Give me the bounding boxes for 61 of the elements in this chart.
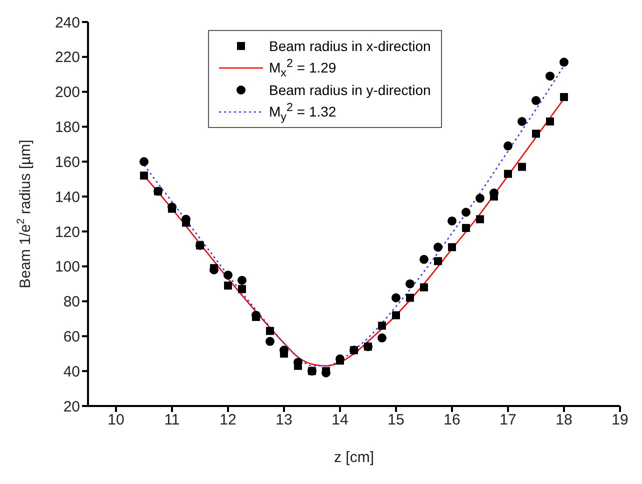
point xyxy=(518,162,526,171)
point xyxy=(224,270,232,280)
point xyxy=(434,257,442,266)
point xyxy=(420,283,428,292)
y-tick-label: 180 xyxy=(54,119,80,136)
x-tick-label: 15 xyxy=(388,412,404,429)
point xyxy=(546,117,554,126)
point xyxy=(532,96,540,106)
y-tick-label: 100 xyxy=(54,258,80,276)
point xyxy=(224,282,232,290)
point xyxy=(560,58,568,67)
x-axis-title: z [cm] xyxy=(334,449,374,466)
point xyxy=(476,194,484,203)
point xyxy=(434,242,442,252)
point xyxy=(476,215,484,224)
y-tick-label: 120 xyxy=(54,224,80,241)
point xyxy=(462,224,470,232)
point xyxy=(420,254,428,264)
point xyxy=(238,285,246,294)
x-tick-label: 18 xyxy=(556,412,572,429)
x-tick-label: 19 xyxy=(612,412,628,429)
point xyxy=(546,72,554,81)
point xyxy=(140,157,148,166)
x-tick-label: 11 xyxy=(164,412,180,429)
point xyxy=(448,243,456,252)
y-tick-label: 220 xyxy=(54,49,80,66)
x-tick-label: 14 xyxy=(332,412,348,429)
point xyxy=(406,294,414,302)
point xyxy=(140,172,148,180)
point xyxy=(378,322,386,330)
x-tick-label: 13 xyxy=(276,412,292,429)
point xyxy=(266,336,274,346)
point xyxy=(238,276,246,285)
legend-label: M$_{x}$$^{2}$ = 1.29 xyxy=(269,56,336,80)
point xyxy=(392,311,400,320)
point xyxy=(462,208,470,217)
y-tick-label: 60 xyxy=(63,328,80,346)
point xyxy=(518,116,526,126)
legend-label: M$_{y}$$^{2}$ = 1.32 xyxy=(269,100,336,124)
point xyxy=(532,130,540,138)
y-tick-label: 20 xyxy=(63,398,80,416)
legend-label: Beam radius in y-direction xyxy=(269,82,431,98)
point xyxy=(560,93,568,102)
x-tick-label: 16 xyxy=(444,412,460,429)
point xyxy=(266,326,274,335)
point xyxy=(504,141,512,150)
point xyxy=(392,293,400,302)
point xyxy=(504,170,512,178)
y-tick-label: 200 xyxy=(54,84,80,102)
legend-label: Beam radius in x-direction xyxy=(269,38,431,54)
x-tick-label: 17 xyxy=(500,412,516,429)
point xyxy=(448,216,456,226)
y-tick-label: 240 xyxy=(54,14,80,32)
y-tick-label: 40 xyxy=(63,363,80,380)
y-tick-label: 160 xyxy=(54,154,80,171)
x-tick-label: 10 xyxy=(108,412,124,429)
point xyxy=(378,333,386,342)
x-tick-label: 12 xyxy=(220,412,236,429)
y-tick-label: 80 xyxy=(63,294,80,311)
y-tick-label: 140 xyxy=(54,188,80,206)
point xyxy=(406,279,414,288)
